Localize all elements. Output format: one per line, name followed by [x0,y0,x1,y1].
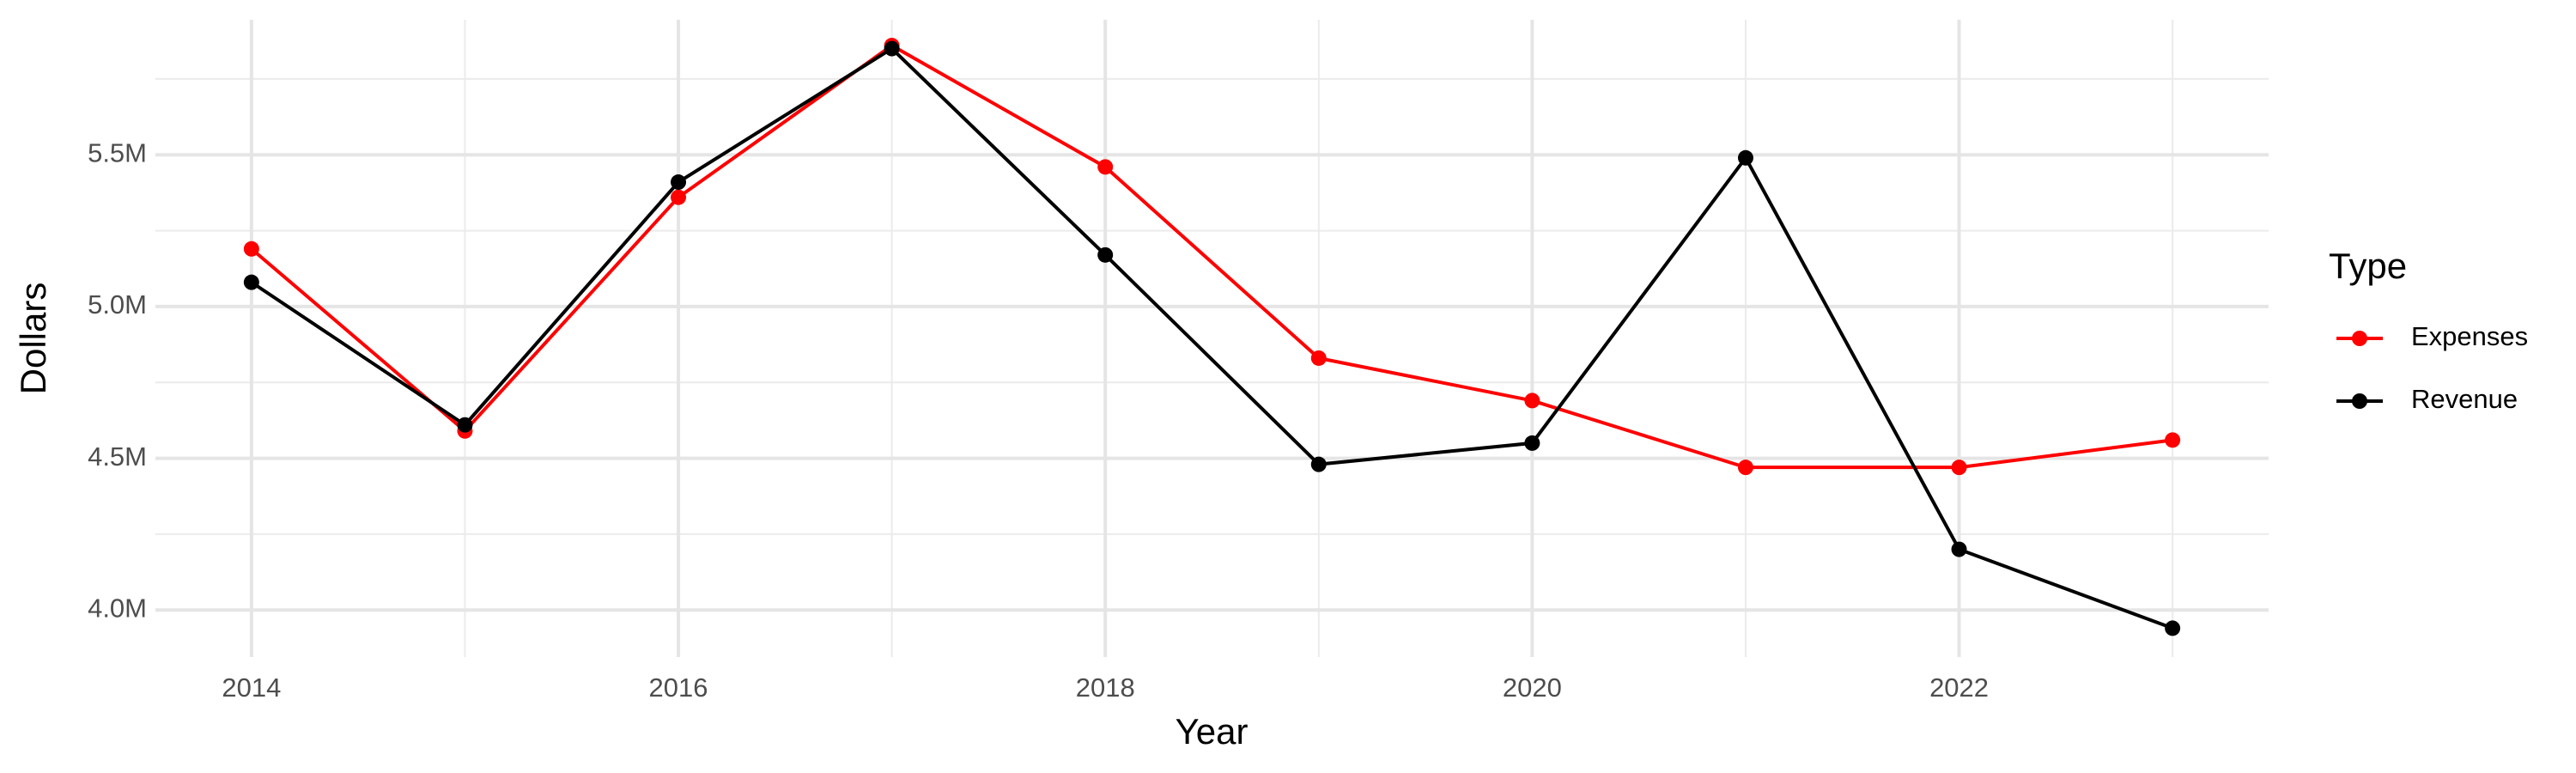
x-tick-label: 2020 [1503,673,1562,703]
data-point [1524,393,1540,409]
y-tick-label: 5.5M [88,137,147,167]
y-tick-label: 4.0M [88,593,147,623]
x-tick-label: 2022 [1929,673,1989,703]
x-tick-label: 2016 [649,673,708,703]
data-point [1097,159,1114,175]
y-tick-label: 4.5M [88,441,147,472]
data-point [671,174,687,191]
x-tick-label: 2018 [1076,673,1135,703]
data-point [243,274,259,290]
legend-key-point [2352,393,2367,409]
data-point [1737,149,1753,166]
series-line [250,46,2173,630]
data-point [1097,247,1114,263]
data-point [2165,432,2181,448]
legend-label: Revenue [2411,384,2518,414]
data-point [2165,620,2181,636]
y-tick-label: 5.0M [88,289,147,320]
data-point [671,189,687,205]
data-point [1951,460,1967,476]
data-point [884,40,900,57]
data-point [1310,456,1327,472]
series-line [250,43,2173,470]
legend-title: Type [2329,246,2407,286]
data-point [243,240,259,257]
data-point [457,417,473,433]
legend-key-point [2352,331,2367,346]
y-axis-title: Dollars [13,283,53,395]
data-point [1737,460,1753,476]
data-point [1310,350,1327,366]
legend-label: Expenses [2411,321,2528,351]
data-point [1524,435,1540,451]
x-tick-label: 2014 [222,673,281,703]
x-axis-title: Year [1176,711,1249,752]
data-point [1951,541,1967,557]
